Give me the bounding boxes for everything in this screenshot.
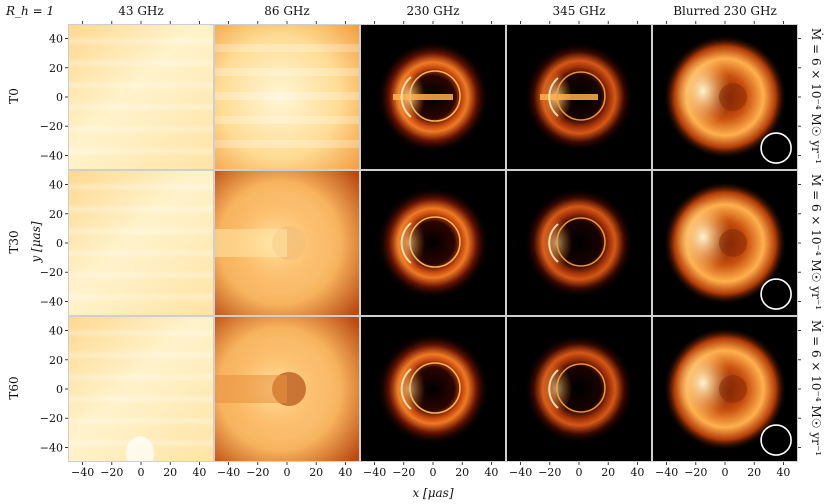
- y-axis-label: y [μas]: [29, 221, 43, 263]
- panel-r0-c1: [214, 24, 360, 170]
- column-title-43ghz: 43 GHz: [118, 4, 163, 18]
- column-title-86ghz: 86 GHz: [264, 4, 309, 18]
- panel-r2-c3: [506, 316, 652, 462]
- y-tick-label: −40: [40, 295, 63, 308]
- right-label-row3: Ṁ = 6 × 10⁻⁴ M☉ yr⁻¹: [809, 320, 824, 456]
- y-tick-label: 20: [49, 354, 63, 367]
- right-label-row2: Ṁ = 6 × 10⁻⁴ M☉ yr⁻¹: [809, 174, 824, 310]
- panel-r1-c3: [506, 170, 652, 316]
- y-tick-label: −40: [40, 149, 63, 162]
- panel-r2-c1: [214, 316, 360, 462]
- panel-r1-c0: [68, 170, 214, 316]
- panel-r2-c2: [360, 316, 506, 462]
- column-title-230ghz: 230 GHz: [406, 4, 459, 18]
- x-tick-label: 0: [576, 466, 583, 479]
- x-tick-label: −20: [392, 466, 415, 479]
- y-tick-label: −20: [40, 412, 63, 425]
- y-tick-label: 40: [49, 325, 63, 338]
- blur-beam-circle: [760, 278, 792, 310]
- y-tick-label: 20: [49, 62, 63, 75]
- x-tick-label: 40: [776, 466, 790, 479]
- x-tick-label: 40: [484, 466, 498, 479]
- y-tick-label: 0: [56, 383, 63, 396]
- panel-grid: [68, 24, 798, 462]
- panel-r0-c3: [506, 24, 652, 170]
- x-tick-label: 20: [747, 466, 761, 479]
- y-tick-label: 0: [56, 237, 63, 250]
- panel-r1-c2: [360, 170, 506, 316]
- y-tick-label: 0: [56, 91, 63, 104]
- x-tick-label: 20: [601, 466, 615, 479]
- right-label-row1: Ṁ = 6 × 10⁻⁴ M☉ yr⁻¹: [809, 28, 824, 164]
- column-title-345ghz: 345 GHz: [552, 4, 605, 18]
- corner-label: R_h = 1: [5, 4, 54, 18]
- x-tick-label: −40: [71, 466, 94, 479]
- x-tick-label: −40: [509, 466, 532, 479]
- x-tick-label: 0: [138, 466, 145, 479]
- y-tick-label: −20: [40, 266, 63, 279]
- y-tick-label: −20: [40, 120, 63, 133]
- x-tick-label: −40: [217, 466, 240, 479]
- x-tick-label: 0: [722, 466, 729, 479]
- y-tick-label: 20: [49, 208, 63, 221]
- y-tick-label: −40: [40, 441, 63, 454]
- x-tick-label: −20: [684, 466, 707, 479]
- row-label-t60: T60: [7, 376, 21, 399]
- x-tick-label: −20: [100, 466, 123, 479]
- column-title-blurred: Blurred 230 GHz: [673, 4, 777, 18]
- x-tick-label: 40: [630, 466, 644, 479]
- panel-r0-c0: [68, 24, 214, 170]
- x-tick-label: −40: [363, 466, 386, 479]
- x-tick-label: 20: [163, 466, 177, 479]
- panel-r2-c4: [652, 316, 798, 462]
- y-tick-label: 40: [49, 33, 63, 46]
- blur-beam-circle: [760, 132, 792, 164]
- panel-r0-c4: [652, 24, 798, 170]
- x-tick-label: 40: [192, 466, 206, 479]
- x-tick-label: 0: [430, 466, 437, 479]
- blur-beam-circle: [760, 424, 792, 456]
- x-tick-label: −20: [538, 466, 561, 479]
- x-tick-label: 40: [338, 466, 352, 479]
- panel-r1-c4: [652, 170, 798, 316]
- panel-r0-c2: [360, 24, 506, 170]
- row-label-t0: T0: [7, 88, 21, 104]
- row-label-t30: T30: [7, 230, 21, 253]
- panel-r2-c0: [68, 316, 214, 462]
- axis-ticks: −40 −20 0 20 40 −40 −20 0 20 40 −40 −20 0 20 40 −40 −20 0…: [40, 21, 801, 479]
- y-tick-label: 40: [49, 179, 63, 192]
- x-axis-label: x [μas]: [412, 486, 453, 500]
- x-tick-label: 20: [309, 466, 323, 479]
- x-tick-label: 20: [455, 466, 469, 479]
- x-tick-label: −40: [655, 466, 678, 479]
- x-tick-label: −20: [246, 466, 269, 479]
- panel-r1-c1: [214, 170, 360, 316]
- x-tick-label: 0: [284, 466, 291, 479]
